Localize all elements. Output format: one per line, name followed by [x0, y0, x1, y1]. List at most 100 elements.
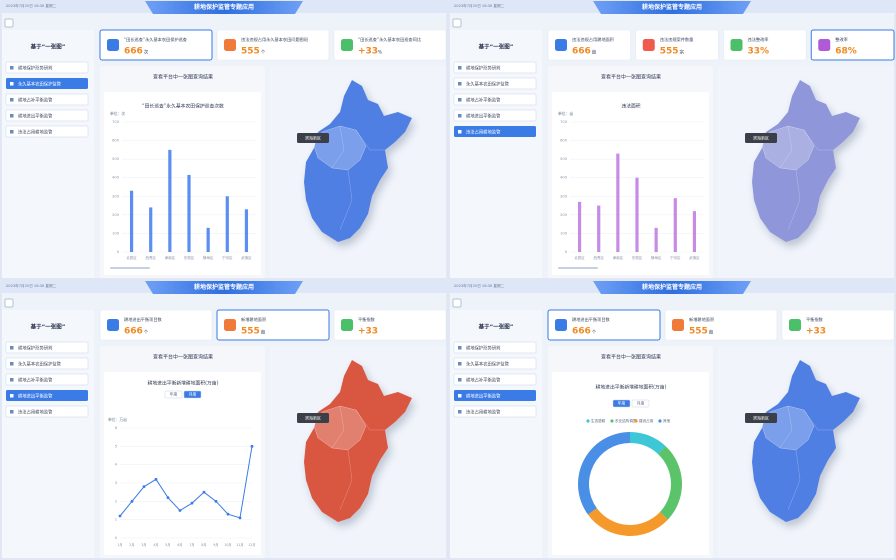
menu-item[interactable]	[5, 405, 89, 418]
menu-item[interactable]	[454, 126, 536, 137]
menu-item[interactable]	[453, 341, 537, 354]
kpi-icon	[672, 319, 684, 331]
scrollbar[interactable]	[110, 267, 150, 269]
x-tick-label: 武清区	[689, 255, 700, 260]
kpi-value: 555	[660, 47, 679, 57]
x-tick-label: 5月	[165, 543, 170, 547]
y-tick-label: 200	[560, 213, 568, 217]
map-region[interactable]	[304, 80, 412, 242]
y-tick-label: 100	[112, 231, 120, 235]
menu-toggle-button[interactable]	[452, 18, 462, 28]
menu-item[interactable]	[5, 61, 89, 74]
header-title: 耕地保护监管专题应用	[194, 283, 254, 291]
menu-toggle-button[interactable]	[4, 18, 14, 28]
x-tick-label: 西青区	[593, 255, 604, 260]
bar	[635, 177, 639, 252]
x-tick-label: 11月	[236, 543, 243, 547]
kpi-card[interactable]	[547, 29, 632, 61]
sidebar-title: 基于“一张图”	[30, 323, 66, 331]
menu-item[interactable]	[6, 78, 88, 89]
menu-item-label: 耕地进出平衡监管	[18, 393, 53, 400]
menu-item[interactable]	[5, 341, 89, 354]
kpi-label: “田长巡查”永久基本农田巡查同比	[358, 36, 421, 43]
menu-icon	[458, 98, 462, 102]
legend-label: 农业结构调整	[615, 418, 637, 423]
menu-item-label: 永久基本农田保护监管	[466, 361, 510, 368]
y-tick-label: 0	[565, 250, 568, 254]
x-tick-label: 静海区	[203, 255, 214, 260]
kpi-unit: %	[378, 50, 383, 56]
kpi-card[interactable]	[547, 309, 661, 341]
kpi-unit: 亩	[592, 49, 597, 56]
donut-segment	[658, 446, 682, 520]
map-region[interactable]	[752, 80, 860, 242]
menu-item[interactable]	[5, 125, 89, 138]
kpi-card[interactable]	[333, 309, 447, 341]
menu-toggle-button[interactable]	[452, 298, 462, 308]
menu-item[interactable]	[5, 373, 89, 386]
kpi-icon	[818, 39, 831, 51]
kpi-value: 555	[689, 327, 708, 337]
menu-item[interactable]	[453, 357, 537, 370]
menu-item[interactable]	[5, 357, 89, 370]
line-point	[178, 509, 182, 512]
menu-icon	[10, 346, 14, 350]
toggle-button[interactable]	[164, 390, 183, 399]
menu-item[interactable]	[5, 109, 89, 122]
menu-item[interactable]	[453, 77, 537, 90]
toggle-button[interactable]	[183, 390, 202, 399]
toggle-button[interactable]	[631, 399, 650, 408]
line-point	[118, 514, 122, 518]
legend-label: 生态退耕	[591, 418, 606, 423]
section-title: 查看平台中一张图查询结果	[153, 354, 213, 361]
map-region[interactable]	[752, 360, 860, 522]
kpi-card[interactable]	[635, 29, 719, 61]
kpi-card[interactable]	[216, 309, 330, 341]
header-title-bg	[593, 1, 751, 14]
menu-item[interactable]	[453, 373, 537, 386]
menu-icon	[458, 378, 462, 382]
kpi-icon	[224, 319, 236, 331]
x-tick-label: 2月	[129, 543, 134, 547]
kpi-card[interactable]	[781, 309, 895, 341]
menu-item[interactable]	[5, 93, 89, 106]
menu-item[interactable]	[453, 61, 537, 74]
kpi-card[interactable]	[216, 29, 330, 61]
menu-item[interactable]	[454, 390, 536, 401]
menu-toggle-button[interactable]	[4, 298, 14, 308]
menu-item[interactable]	[453, 405, 537, 418]
menu-item-label: 耕地进出平衡监管	[466, 393, 501, 400]
x-tick-label: 4月	[153, 543, 158, 547]
kpi-card[interactable]	[333, 29, 447, 61]
scrollbar[interactable]	[558, 267, 598, 269]
map-boundaries	[331, 125, 385, 231]
y-tick-label: 0	[117, 250, 120, 254]
header-datetime: 2023年7月25日 16:30 星期二	[454, 283, 505, 288]
line-point	[226, 512, 230, 516]
map-region[interactable]	[304, 360, 412, 522]
x-tick-label: 7月	[189, 543, 194, 547]
menu-item-label: 违法占用耕地监管	[466, 129, 501, 136]
line-point	[202, 490, 206, 494]
menu-icon	[10, 362, 14, 366]
kpi-card[interactable]	[99, 309, 213, 341]
y-tick-label: 700	[560, 120, 568, 124]
section-title: 查看平台中一张图查询结果	[601, 354, 661, 361]
menu-icon	[10, 410, 14, 414]
kpi-label: 违法整改率	[748, 36, 769, 43]
kpi-card[interactable]	[99, 29, 213, 61]
line	[119, 446, 253, 519]
line-point	[130, 499, 134, 503]
menu-icon	[458, 362, 462, 366]
menu-item[interactable]	[453, 109, 537, 122]
sidebar-title: 基于“一张图”	[30, 43, 66, 51]
menu-item[interactable]	[453, 93, 537, 106]
kpi-card[interactable]	[664, 309, 778, 341]
kpi-card[interactable]	[810, 29, 895, 61]
menu-item[interactable]	[6, 390, 88, 401]
y-tick-label: 600	[112, 139, 120, 143]
toggle-button[interactable]	[612, 399, 631, 408]
kpi-card[interactable]	[723, 29, 807, 61]
menu-item-label: 耕地保护形势研判	[466, 345, 500, 352]
